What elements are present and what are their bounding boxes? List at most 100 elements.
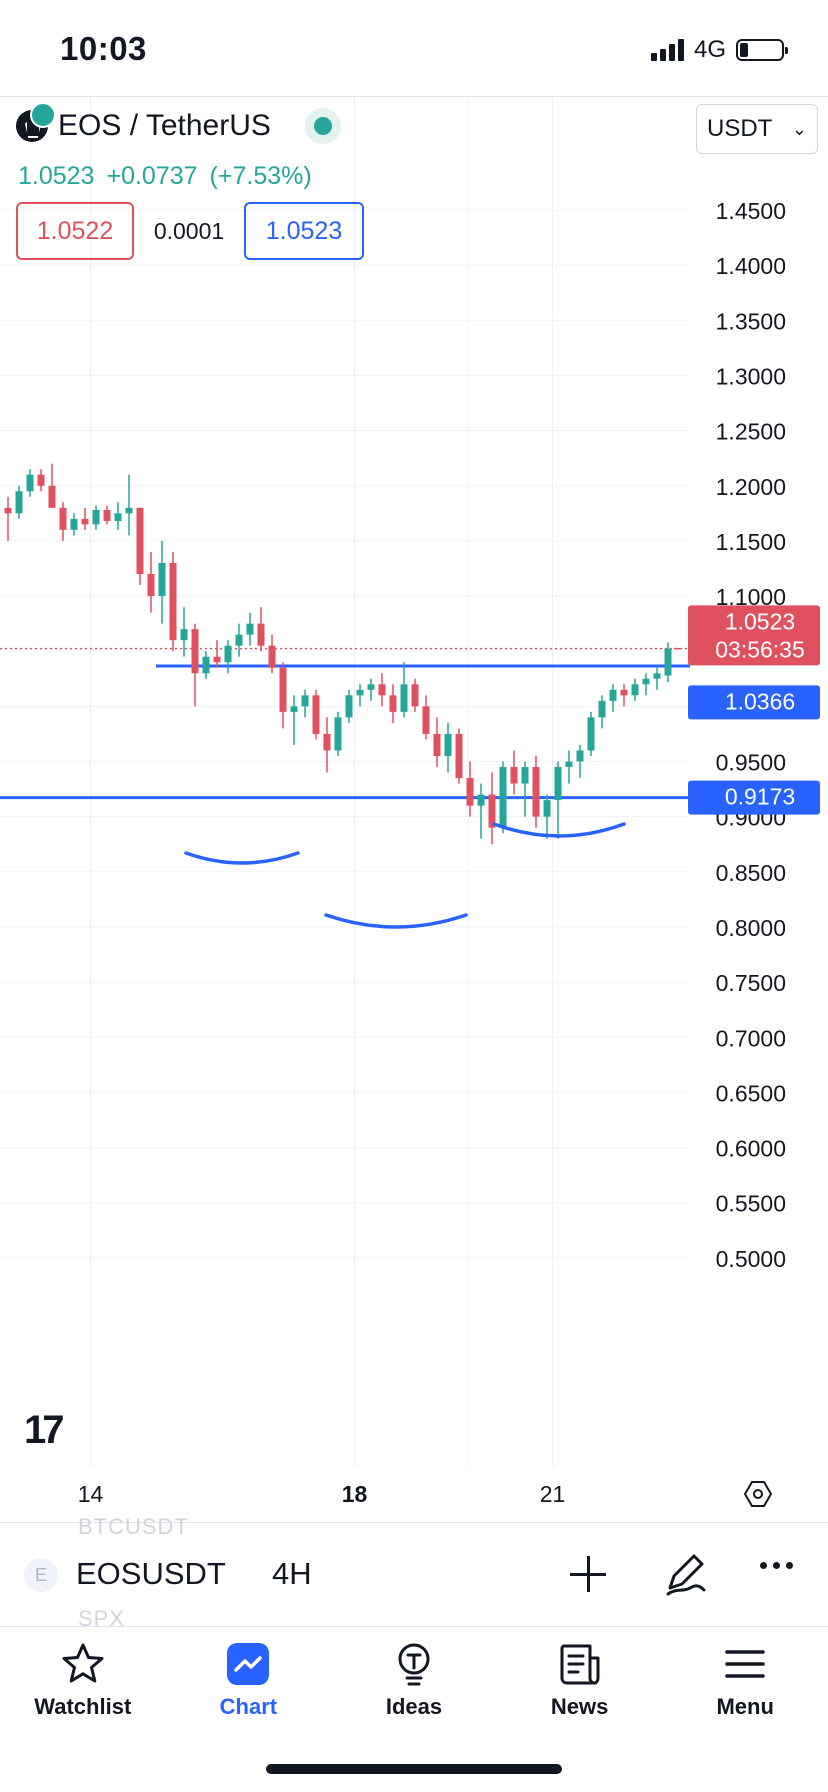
tab-news[interactable]: News bbox=[497, 1630, 663, 1730]
status-bar: 10:03 4G bbox=[0, 0, 828, 96]
candle-body bbox=[521, 767, 529, 784]
candle-body bbox=[70, 518, 78, 530]
candle-body bbox=[532, 767, 540, 817]
candle-body bbox=[400, 684, 408, 712]
candle-body bbox=[411, 684, 419, 707]
tab-label: Menu bbox=[716, 1694, 774, 1719]
candle-body bbox=[48, 485, 56, 508]
candle-body bbox=[598, 700, 606, 718]
candle-body bbox=[114, 513, 122, 522]
candle-body bbox=[609, 689, 617, 701]
y-tick-label: 0.6000 bbox=[716, 1136, 786, 1162]
candle-body bbox=[334, 717, 342, 751]
settings-hexagon-icon bbox=[743, 1481, 773, 1507]
battery-icon bbox=[736, 39, 788, 61]
candle-body bbox=[378, 684, 386, 696]
candle-body bbox=[664, 648, 672, 676]
candle-body bbox=[444, 733, 452, 756]
star-icon bbox=[62, 1643, 104, 1683]
settings-hexagon-center bbox=[753, 1489, 763, 1499]
candle-body bbox=[147, 573, 155, 597]
candle-body bbox=[565, 761, 573, 768]
candle-body bbox=[257, 623, 265, 646]
tradingview-logo: 17 bbox=[24, 1408, 64, 1452]
tab-chart[interactable]: Chart bbox=[166, 1630, 332, 1730]
candle-body bbox=[81, 518, 89, 525]
tab-ideas[interactable]: Ideas bbox=[331, 1630, 497, 1730]
candle-body bbox=[180, 629, 188, 641]
price-change: +0.0737 bbox=[106, 162, 198, 190]
candle-body bbox=[103, 510, 111, 522]
candle-body bbox=[422, 706, 430, 734]
candle-body bbox=[136, 507, 144, 574]
candle-body bbox=[290, 706, 298, 712]
candle-body bbox=[587, 717, 595, 751]
spread-value: 0.0001 bbox=[153, 217, 225, 244]
news-icon bbox=[560, 1644, 600, 1685]
candle-body bbox=[268, 645, 276, 668]
candle-body bbox=[576, 750, 584, 762]
candle-body bbox=[499, 767, 507, 828]
price-chart[interactable]: 1.4500 1.4000 1.3500 1.3000 1.2500 1.2000 1.15… bbox=[0, 97, 828, 1525]
y-tick-label: 1.2500 bbox=[716, 419, 786, 445]
tab-label: Ideas bbox=[385, 1694, 443, 1719]
support-tag-bg bbox=[688, 780, 820, 815]
interval-button[interactable]: 4H bbox=[272, 1556, 312, 1591]
market-open-icon[interactable] bbox=[304, 108, 341, 144]
network-label: 4G bbox=[693, 36, 726, 63]
tab-label: Watchlist bbox=[34, 1694, 132, 1719]
chart-icon bbox=[227, 1643, 270, 1685]
tether-badge-icon bbox=[30, 102, 56, 128]
tab-watchlist[interactable]: Watchlist bbox=[0, 1630, 166, 1730]
price-line: 1.0523 +0.0737 (+7.53%) bbox=[18, 162, 312, 191]
candle-body bbox=[312, 695, 320, 734]
last-price-tag-text: 1.0523 bbox=[725, 608, 795, 634]
candle-body bbox=[125, 507, 133, 514]
last-price: 1.0523 bbox=[18, 162, 95, 190]
support-tag-text: 0.9173 bbox=[725, 784, 795, 810]
drawing-pen-icon[interactable] bbox=[660, 1548, 710, 1598]
tab-menu[interactable]: Menu bbox=[662, 1630, 828, 1730]
tab-bar: Watchlist Chart Ideas News Menu bbox=[0, 1630, 828, 1730]
x-tick-label: 21 bbox=[540, 1481, 566, 1507]
x-tick-label: 14 bbox=[78, 1481, 104, 1507]
tab-label: Chart bbox=[219, 1694, 278, 1719]
symbol-header[interactable]: EOS / TetherUS bbox=[16, 102, 341, 144]
candle-body bbox=[26, 474, 34, 492]
candle-body bbox=[323, 733, 331, 751]
currency-select[interactable]: USDT ⌄ bbox=[696, 104, 818, 154]
y-tick-label: 1.3000 bbox=[716, 363, 786, 389]
candle-body bbox=[510, 767, 518, 784]
last-price-tag-text: 03:56:35 bbox=[715, 636, 805, 662]
symbol-letter-icon: E bbox=[24, 1558, 58, 1592]
candle-body bbox=[620, 689, 628, 696]
candle-body bbox=[631, 684, 639, 696]
right-shoulder-arc bbox=[492, 822, 626, 838]
candle-body bbox=[191, 629, 199, 674]
y-tick-label: 0.9500 bbox=[716, 750, 786, 776]
candle-body bbox=[488, 794, 496, 828]
head-arc bbox=[324, 913, 468, 929]
candle-body bbox=[213, 656, 221, 663]
candle-body bbox=[235, 634, 243, 646]
y-tick-label: 0.5000 bbox=[716, 1246, 786, 1272]
symbol-name[interactable]: EOSUSDT bbox=[76, 1556, 226, 1591]
resistance-tag-bg bbox=[688, 685, 820, 720]
symbol-title: EOS / TetherUS bbox=[58, 109, 271, 142]
candle-body bbox=[642, 678, 650, 685]
candle-body bbox=[15, 491, 23, 514]
chevron-down-icon: ⌄ bbox=[791, 118, 807, 139]
y-tick-label: 0.8500 bbox=[716, 860, 786, 886]
sell-button[interactable]: 1.0522 bbox=[16, 202, 134, 260]
buy-button[interactable]: 1.0523 bbox=[244, 202, 364, 260]
candle-body bbox=[202, 656, 210, 674]
x-tick-label: 18 bbox=[342, 1481, 368, 1507]
candle-body bbox=[158, 562, 166, 597]
candle-body bbox=[455, 733, 463, 779]
eos-logo-icon bbox=[16, 102, 56, 142]
candle-body bbox=[477, 794, 485, 806]
candle-body bbox=[653, 673, 661, 679]
add-plus-icon[interactable] bbox=[566, 1552, 610, 1596]
divider bbox=[0, 96, 828, 97]
more-dots-icon[interactable] bbox=[760, 1562, 793, 1569]
